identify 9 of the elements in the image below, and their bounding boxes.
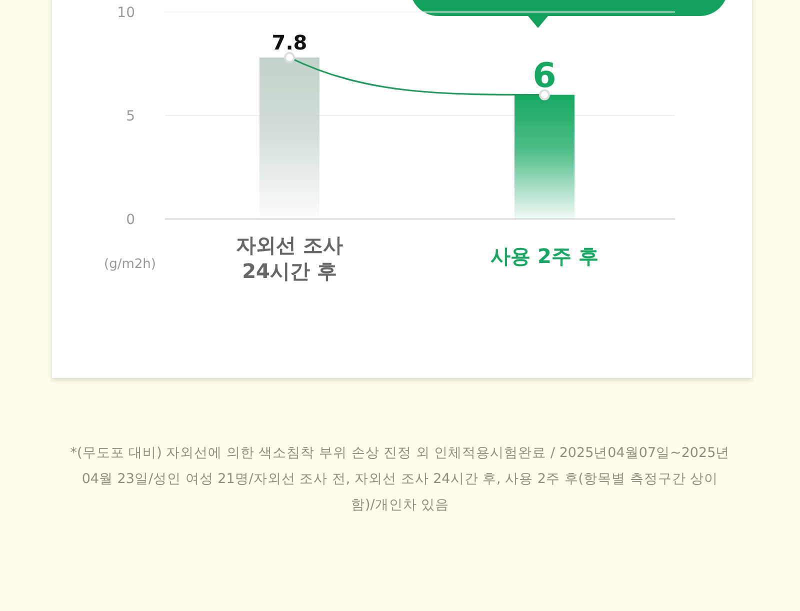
- data-label: 7.8: [272, 30, 308, 55]
- text: *(무도포 대비) 자외선에 의한 색소침착 부위 손상 진정 외 인체적용시험완료 / 2025년04월07일~2025년 04월 23일/성인 여성 21명/자외선 조사 전, 자외선 조사 24시간 후, 사용 2주 후(항목별 측정구간 상이함)/개인차 있음: [70, 444, 730, 515]
- y-axis-title: (g/m2h): [104, 257, 156, 272]
- y-tick-label: 10: [117, 5, 135, 21]
- x-tick-label: 사용 2주 후: [490, 244, 598, 268]
- x-tick-label: 자외선 조사 24시간 후: [236, 233, 343, 283]
- y-tick-label: 5: [126, 108, 135, 124]
- data-label: 6: [532, 56, 556, 96]
- y-tick-label: 0: [126, 212, 135, 228]
